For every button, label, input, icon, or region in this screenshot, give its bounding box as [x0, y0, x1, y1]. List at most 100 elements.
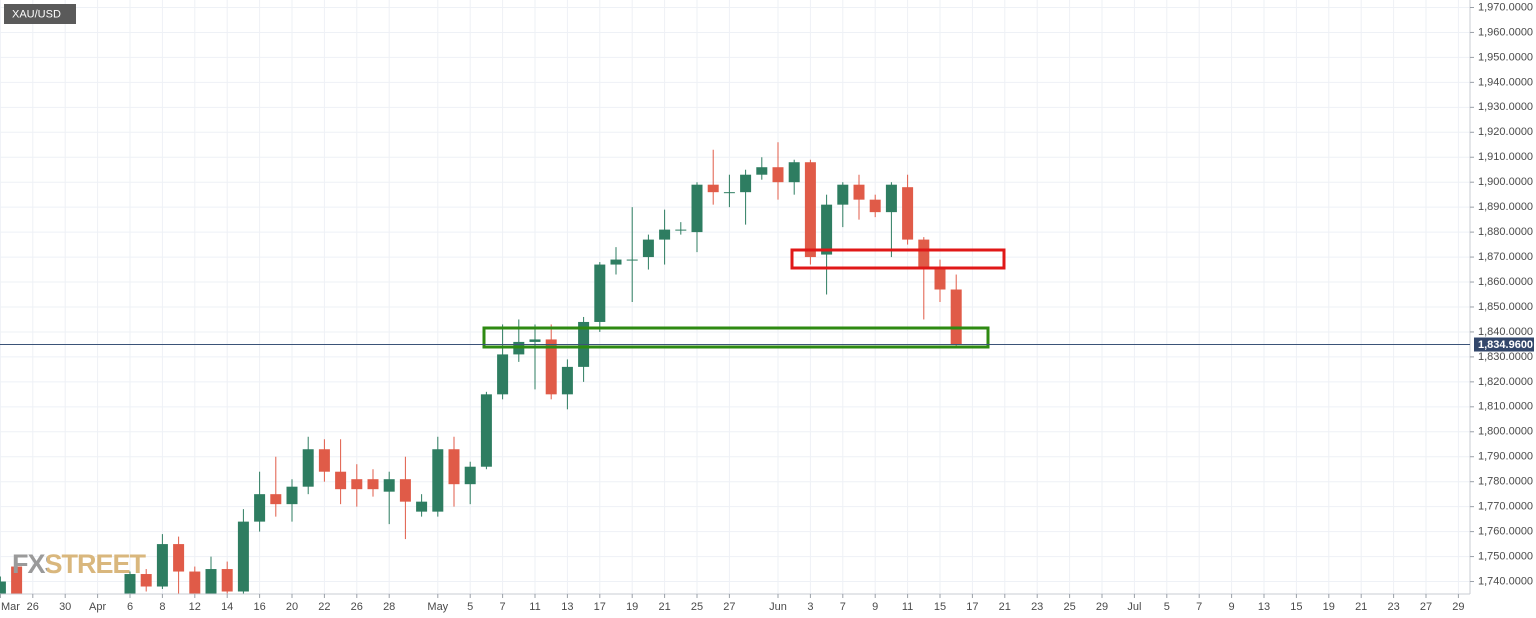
y-tick-label: 1,940.0000: [1478, 76, 1533, 88]
candle-body: [691, 184, 703, 233]
x-tick-label: 13: [1258, 601, 1270, 613]
x-tick-label: 19: [626, 601, 638, 613]
resistance-box: [790, 248, 1006, 270]
x-tick-label: 13: [561, 601, 573, 613]
candle-body: [399, 479, 411, 502]
y-tick-label: 1,910.0000: [1478, 151, 1533, 163]
candle-body: [950, 289, 962, 345]
x-tick-label: 9: [1229, 601, 1235, 613]
x-tick-label: 14: [221, 601, 233, 613]
x-tick-label: 23: [1031, 601, 1043, 613]
y-tick-label: 1,840.0000: [1478, 326, 1533, 338]
x-tick-label: Jul: [1127, 601, 1141, 613]
x-tick-label: 28: [383, 601, 395, 613]
x-tick-label: 11: [529, 601, 540, 613]
candle-body: [804, 162, 816, 258]
y-tick-label: 1,830.0000: [1478, 351, 1533, 363]
watermark: FXSTREET: [12, 549, 147, 579]
x-tick-label: May: [427, 601, 448, 613]
x-tick-label: 17: [594, 601, 606, 613]
x-tick-label: 26: [351, 601, 363, 613]
x-tick-label: 30: [59, 601, 71, 613]
candle-body: [918, 239, 930, 268]
y-tick-label: 1,750.0000: [1478, 550, 1533, 562]
y-tick-label: 1,740.0000: [1478, 575, 1533, 587]
candle-body: [772, 167, 784, 183]
candle-body: [642, 239, 654, 258]
candle-body: [659, 229, 671, 240]
y-tick-label: 1,950.0000: [1478, 51, 1533, 63]
candle-body: [529, 339, 541, 342]
x-tick-label: 8: [159, 601, 165, 613]
x-tick-label: 7: [1196, 601, 1202, 613]
y-tick-label: 1,960.0000: [1478, 26, 1533, 38]
candle-body: [902, 187, 914, 240]
y-tick-label: 1,820.0000: [1478, 376, 1533, 388]
candle-body: [594, 264, 606, 322]
candle-body: [124, 574, 136, 594]
x-tick-label: 29: [1096, 601, 1108, 613]
x-tick-label: 20: [286, 601, 298, 613]
candle-body: [626, 259, 638, 261]
y-tick-label: 1,920.0000: [1478, 126, 1533, 138]
y-tick-label: 1,900.0000: [1478, 176, 1533, 188]
x-tick-label: 7: [840, 601, 846, 613]
support-box: [482, 326, 990, 349]
candle-body: [821, 204, 833, 255]
last-price-label: 1,834.9600: [1478, 339, 1533, 351]
candle-body: [383, 479, 395, 492]
candle-body: [561, 366, 573, 395]
x-tick-label: 23: [1387, 601, 1399, 613]
y-tick-label: 1,970.0000: [1478, 1, 1533, 13]
x-tick-label: 19: [1323, 601, 1335, 613]
candle-body: [237, 521, 249, 592]
y-tick-label: 1,760.0000: [1478, 526, 1533, 538]
symbol-box: [4, 4, 76, 24]
x-tick-label: 11: [902, 601, 913, 613]
symbol-label: XAU/USD: [12, 8, 61, 20]
x-tick-label: 12: [189, 601, 201, 613]
y-tick-label: 1,860.0000: [1478, 276, 1533, 288]
candle-body: [480, 394, 492, 467]
x-tick-label: 21: [658, 601, 670, 613]
x-tick-label: 21: [1355, 601, 1367, 613]
candle-body: [221, 569, 233, 592]
candle-body: [0, 581, 6, 594]
x-tick-label: Jun: [769, 601, 787, 613]
x-tick-label: 16: [253, 601, 265, 613]
y-tick-label: 1,850.0000: [1478, 301, 1533, 313]
y-tick-label: 1,890.0000: [1478, 201, 1533, 213]
x-tick-label: 15: [1290, 601, 1302, 613]
x-tick-label: 29: [1452, 601, 1464, 613]
candle-body: [254, 494, 266, 522]
candle-body: [140, 574, 152, 587]
candle-body: [286, 486, 298, 505]
candle-body: [869, 199, 881, 213]
x-tick-label: 5: [1164, 601, 1170, 613]
x-tick-label: 17: [966, 601, 978, 613]
candle-body: [740, 174, 752, 193]
x-tick-label: 25: [1063, 601, 1075, 613]
x-tick-label: 26: [27, 601, 39, 613]
y-tick-label: 1,770.0000: [1478, 501, 1533, 513]
candle-body: [934, 267, 946, 290]
y-tick-label: 1,780.0000: [1478, 476, 1533, 488]
candle-body: [756, 167, 768, 175]
candles: [0, 142, 962, 594]
x-tick-label: 5: [467, 601, 473, 613]
x-tick-label: 22: [318, 601, 330, 613]
candle-body: [318, 449, 330, 472]
candle-body: [189, 571, 201, 594]
candle-body: [707, 184, 719, 193]
candle-body: [173, 544, 185, 572]
x-tick-label: 21: [999, 601, 1011, 613]
candle-body: [335, 471, 347, 490]
candle-body: [11, 566, 23, 594]
x-tick-label: 7: [500, 601, 506, 613]
candle-body: [497, 354, 509, 395]
candle-body: [545, 339, 557, 395]
y-tick-label: 1,800.0000: [1478, 426, 1533, 438]
